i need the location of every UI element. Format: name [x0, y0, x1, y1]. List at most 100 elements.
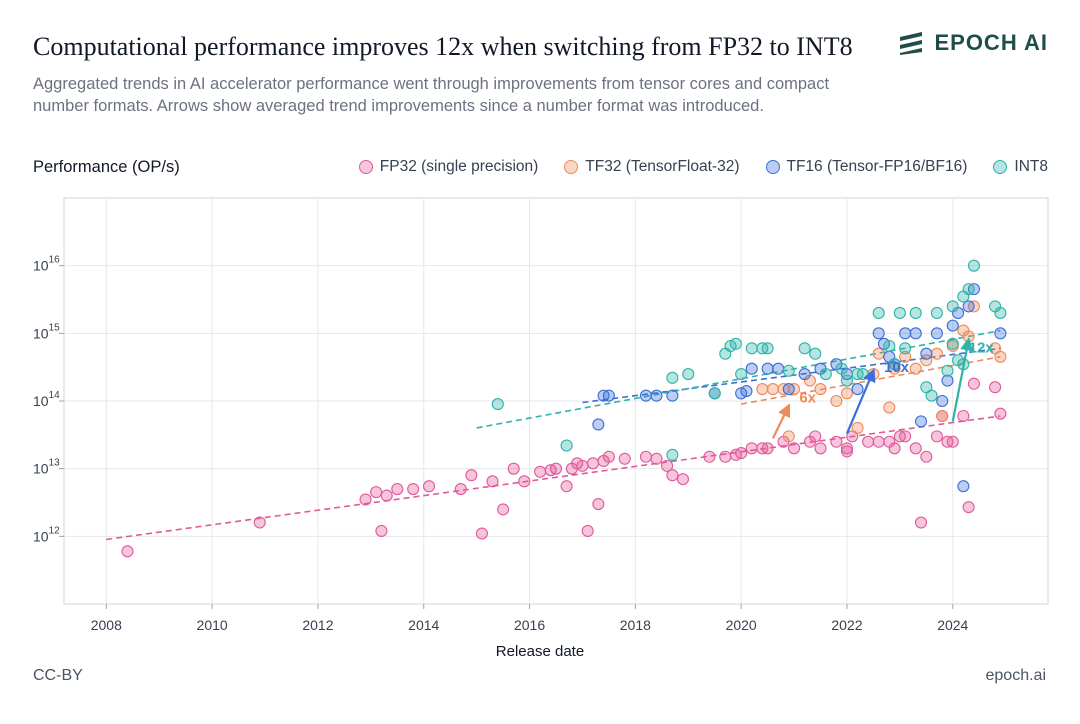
point-int8 [745, 342, 758, 355]
point-tf32 [814, 383, 827, 396]
x-tick-label: 2020 [726, 617, 757, 633]
point-fp32 [407, 482, 420, 496]
legend-swatch-tf32 [564, 160, 579, 174]
point-fp32 [560, 480, 573, 493]
point-int8 [909, 306, 922, 320]
x-tick-label: 2018 [620, 617, 651, 633]
point-fp32 [253, 516, 266, 529]
point-fp32 [788, 442, 801, 455]
point-tf32 [989, 342, 1002, 355]
point-int8 [872, 306, 885, 320]
point-fp32 [840, 442, 854, 455]
point-fp32 [507, 462, 520, 475]
y-tick-label: 1013 [33, 458, 60, 477]
point-tf16 [761, 362, 774, 375]
point-int8 [840, 374, 854, 387]
point-tf32 [888, 362, 901, 375]
x-tick-label: 2016 [514, 617, 545, 633]
arrow-tf32 [771, 403, 791, 439]
point-tf32 [909, 362, 922, 375]
point-tf32 [851, 421, 864, 434]
point-int8 [798, 342, 811, 355]
point-int8 [761, 342, 774, 355]
point-fp32 [840, 445, 854, 458]
point-fp32 [486, 475, 499, 488]
point-int8 [666, 448, 679, 461]
point-fp32 [888, 442, 901, 455]
y-tick-label: 1012 [33, 525, 60, 544]
point-tf16 [930, 327, 943, 340]
point-int8 [994, 306, 1007, 320]
license-text: CC-BY [33, 667, 83, 684]
point-fp32 [989, 381, 1002, 394]
point-tf32 [830, 394, 843, 408]
point-tf32 [994, 350, 1007, 363]
y-axis-ticks: 1012 1013 1014 1015 1016 [33, 255, 64, 544]
point-int8 [946, 300, 959, 313]
point-fp32 [549, 462, 563, 475]
point-fp32 [586, 457, 600, 470]
point-fp32 [914, 516, 928, 529]
point-tf16 [914, 415, 928, 428]
point-fp32 [909, 442, 922, 455]
arrow-int8 [951, 337, 974, 422]
point-int8 [941, 364, 954, 377]
point-fp32 [650, 452, 663, 465]
point-int8 [819, 368, 832, 381]
x-tick-label: 2014 [408, 617, 439, 633]
point-tf32 [920, 354, 933, 367]
y-tick-label: 1015 [33, 322, 60, 341]
point-int8 [682, 368, 695, 381]
point-fp32 [920, 450, 933, 463]
point-fp32 [962, 501, 975, 514]
x-tick-label: 2012 [302, 617, 333, 633]
point-fp32 [719, 450, 732, 463]
point-int8 [962, 283, 975, 296]
point-int8 [782, 364, 795, 377]
point-fp32 [676, 473, 690, 486]
point-fp32 [930, 430, 943, 443]
point-tf16 [962, 300, 975, 313]
point-int8 [946, 337, 959, 350]
point-fp32 [946, 435, 959, 448]
point-tf16 [666, 389, 679, 402]
x-tick-label: 2010 [197, 617, 228, 633]
legend: FP32 (single precision) TF32 (TensorFloa… [358, 158, 1048, 176]
chart-subtitle: Aggregated trends in AI accelerator perf… [33, 75, 830, 115]
point-fp32 [862, 435, 875, 448]
point-tf32 [872, 347, 885, 360]
point-fp32 [957, 409, 970, 423]
point-fp32 [703, 450, 716, 463]
point-fp32 [375, 524, 388, 538]
annotation-label-tf32: 6x [799, 390, 816, 407]
epoch-logo-icon [900, 32, 923, 55]
x-tick-label: 2008 [91, 617, 122, 633]
point-fp32 [422, 480, 436, 493]
source-link[interactable]: epoch.ai [985, 667, 1047, 684]
legend-label-int8: INT8 [1014, 158, 1048, 175]
legend-item-fp32: FP32 (single precision) [358, 158, 538, 176]
point-tf32 [899, 350, 912, 363]
point-tf16 [772, 362, 785, 375]
point-tf16 [941, 374, 954, 387]
point-fp32 [735, 447, 748, 460]
x-tick-label: 2024 [937, 617, 968, 633]
point-fp32 [830, 435, 843, 448]
point-int8 [729, 337, 742, 350]
point-tf16 [745, 362, 758, 375]
point-int8 [888, 358, 901, 371]
point-int8 [560, 439, 573, 452]
point-int8 [809, 347, 822, 360]
point-int8 [666, 371, 679, 384]
point-tf32 [782, 430, 795, 443]
point-tf16 [650, 389, 663, 402]
legend-item-tf32: TF32 (TensorFloat-32) [564, 158, 740, 176]
point-tf16 [639, 389, 652, 402]
point-tf16 [740, 385, 753, 398]
point-fp32 [497, 503, 510, 516]
x-axis-label: Release date [495, 643, 585, 660]
point-tf32 [756, 383, 769, 396]
x-axis-ticks: 2008 2010 2012 2014 2016 2018 2020 2022 2024 [91, 604, 969, 633]
legend-item-tf16: TF16 (Tensor-FP16/BF16) [765, 158, 967, 176]
